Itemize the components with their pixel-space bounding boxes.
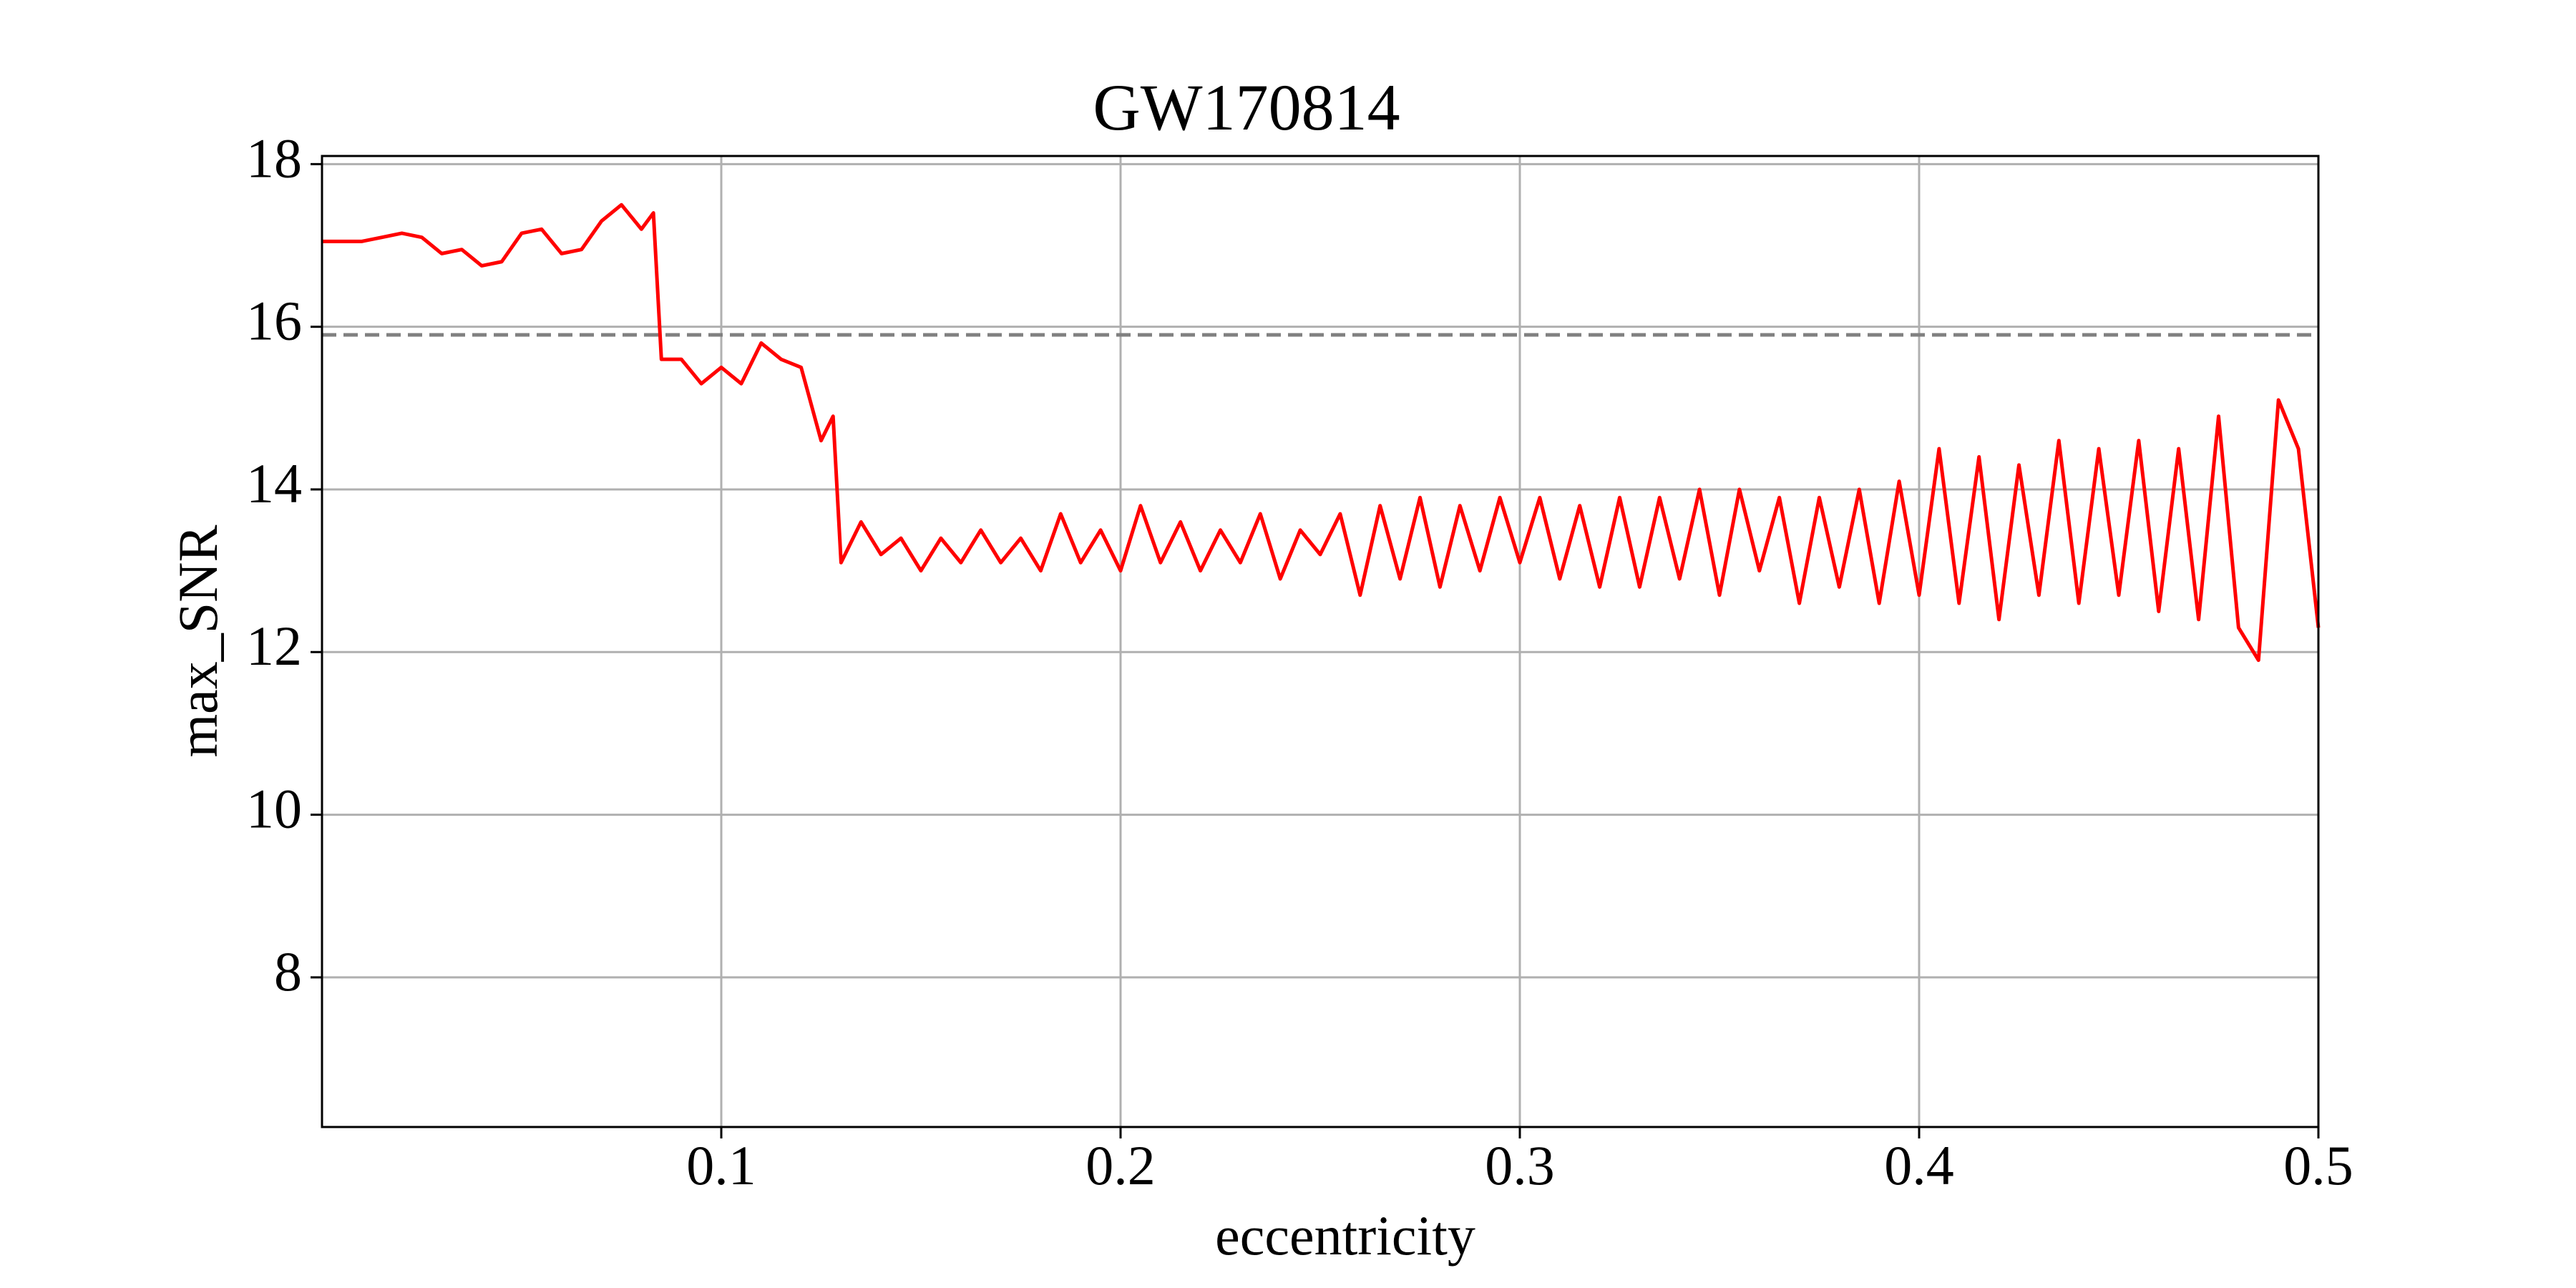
x-tick-label: 0.3: [1485, 1134, 1555, 1196]
y-tick-label: 18: [246, 127, 302, 189]
data-line: [322, 203, 2321, 663]
chart-title: GW170814: [1093, 71, 1400, 144]
x-tick-label: 0.4: [1884, 1134, 1954, 1196]
y-tick-label: 12: [246, 615, 302, 677]
y-tick-label: 10: [246, 777, 302, 839]
x-tick-label: 0.2: [1085, 1134, 1156, 1196]
y-tick-label: 14: [246, 452, 302, 514]
y-tick-label: 8: [274, 940, 302, 1002]
y-axis-label: max_SNR: [167, 525, 229, 757]
x-axis-label: eccentricity: [1215, 1204, 1475, 1267]
plot-frame: [321, 155, 2320, 1128]
y-tick-label: 16: [246, 290, 302, 352]
x-tick-label: 0.5: [2283, 1134, 2353, 1196]
x-tick-label: 0.1: [686, 1134, 756, 1196]
